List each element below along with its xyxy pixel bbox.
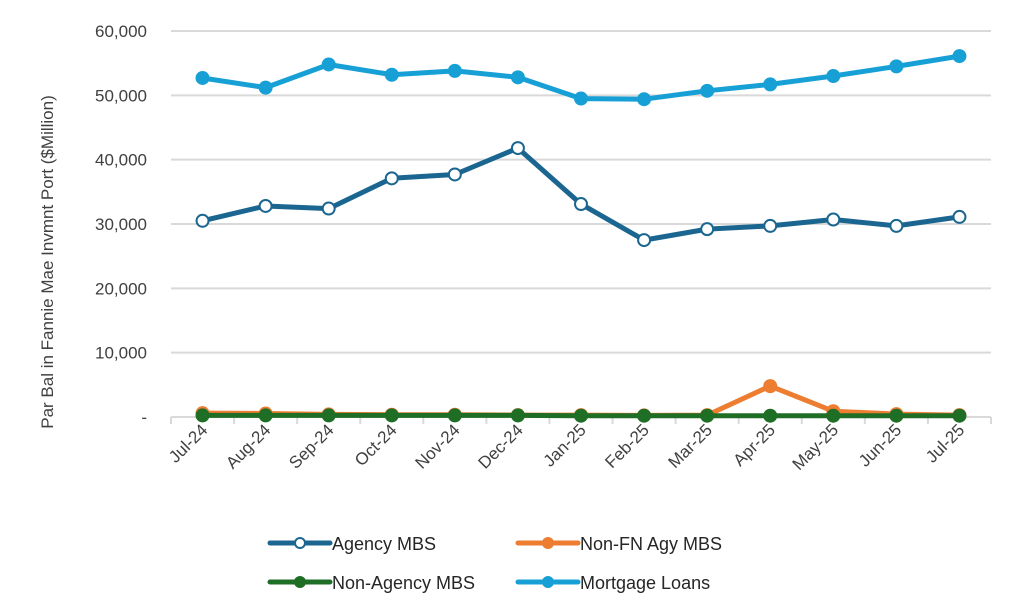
data-point — [447, 408, 462, 423]
data-point — [447, 167, 462, 182]
data-point — [889, 408, 904, 423]
legend-item: Mortgage Loans — [515, 573, 710, 593]
data-point — [321, 201, 336, 216]
legend-label: Agency MBS — [332, 534, 436, 554]
y-tick-label: 60,000 — [95, 22, 147, 41]
data-point — [700, 408, 715, 423]
data-point — [574, 197, 588, 212]
data-point — [321, 57, 336, 72]
data-point — [952, 408, 967, 423]
data-point — [384, 408, 399, 423]
y-tick-label: 50,000 — [95, 86, 147, 105]
x-tick-label: Apr-25 — [730, 420, 780, 470]
legend-item: Non-FN Agy MBS — [515, 534, 722, 554]
legend-label: Non-FN Agy MBS — [580, 534, 722, 554]
data-point — [637, 92, 652, 107]
y-axis-title: Par Bal in Fannie Mae Invmnt Port ($Mill… — [38, 95, 57, 429]
data-point — [574, 408, 588, 423]
data-point — [258, 408, 273, 423]
data-point — [763, 408, 778, 423]
legend-swatch-marker — [294, 576, 306, 588]
x-tick-label: Nov-24 — [411, 420, 463, 472]
legend: Agency MBS Non-FN Agy MBS Non-Agency MBS Mo… — [267, 534, 722, 593]
data-point — [195, 70, 210, 85]
legend-swatch-marker — [542, 576, 554, 588]
legend-item: Agency MBS — [267, 534, 436, 554]
data-point — [952, 49, 967, 64]
y-tick-label: 20,000 — [95, 279, 147, 298]
x-tick-label: Jul-24 — [165, 420, 211, 466]
x-tick-label: Jun-25 — [855, 420, 905, 470]
data-point — [637, 408, 652, 423]
x-axis-ticks: Jul-24 Aug-24 Sep-24 Oct-24 Nov-24 Dec-24 Jan-… — [165, 420, 968, 474]
series-agency-mbs — [195, 141, 967, 248]
legend-label: Non-Agency MBS — [332, 573, 475, 593]
x-tick-label: May-25 — [789, 420, 843, 474]
x-tick-label: Jul-25 — [922, 420, 968, 466]
data-point — [763, 379, 778, 394]
data-point — [510, 408, 525, 423]
y-tick-label: - — [141, 408, 147, 427]
data-point — [826, 212, 841, 227]
data-point — [763, 77, 778, 92]
data-point — [574, 91, 588, 106]
data-point — [510, 141, 525, 156]
data-point — [700, 222, 715, 237]
series-group — [195, 49, 967, 423]
x-tick-label: Feb-25 — [601, 420, 653, 472]
y-tick-label: 40,000 — [95, 151, 147, 170]
data-point — [258, 80, 273, 95]
data-point — [826, 69, 841, 84]
legend-label: Mortgage Loans — [580, 573, 710, 593]
x-tick-label: Dec-24 — [475, 420, 527, 472]
legend-swatch-marker — [542, 537, 554, 549]
data-point — [637, 233, 652, 248]
data-point — [952, 209, 967, 224]
x-tick-label: Jan-25 — [540, 420, 590, 470]
x-tick-label: Aug-24 — [222, 420, 274, 472]
data-point — [384, 171, 399, 186]
y-axis-ticks: - 10,000 20,000 30,000 40,000 50,000 60,000 — [95, 22, 147, 427]
x-tick-label: Oct-24 — [351, 420, 401, 470]
series-mortgage-loans — [195, 49, 967, 107]
series-non-agency-mbs — [195, 408, 967, 423]
data-point — [889, 218, 904, 233]
data-point — [763, 218, 778, 233]
data-point — [384, 67, 399, 82]
data-point — [321, 408, 336, 423]
data-point — [826, 408, 841, 423]
data-point — [258, 198, 273, 213]
legend-swatch-marker — [294, 537, 306, 549]
y-tick-label: 10,000 — [95, 344, 147, 363]
data-point — [510, 70, 525, 85]
data-point — [700, 83, 715, 98]
y-tick-label: 30,000 — [95, 215, 147, 234]
data-point — [195, 213, 210, 228]
x-tick-label: Sep-24 — [285, 420, 337, 472]
data-point — [447, 63, 462, 78]
data-point — [889, 59, 904, 74]
series-line — [200, 145, 962, 243]
data-point — [195, 408, 210, 423]
x-tick-label: Mar-25 — [664, 420, 716, 472]
legend-item: Non-Agency MBS — [267, 573, 475, 593]
